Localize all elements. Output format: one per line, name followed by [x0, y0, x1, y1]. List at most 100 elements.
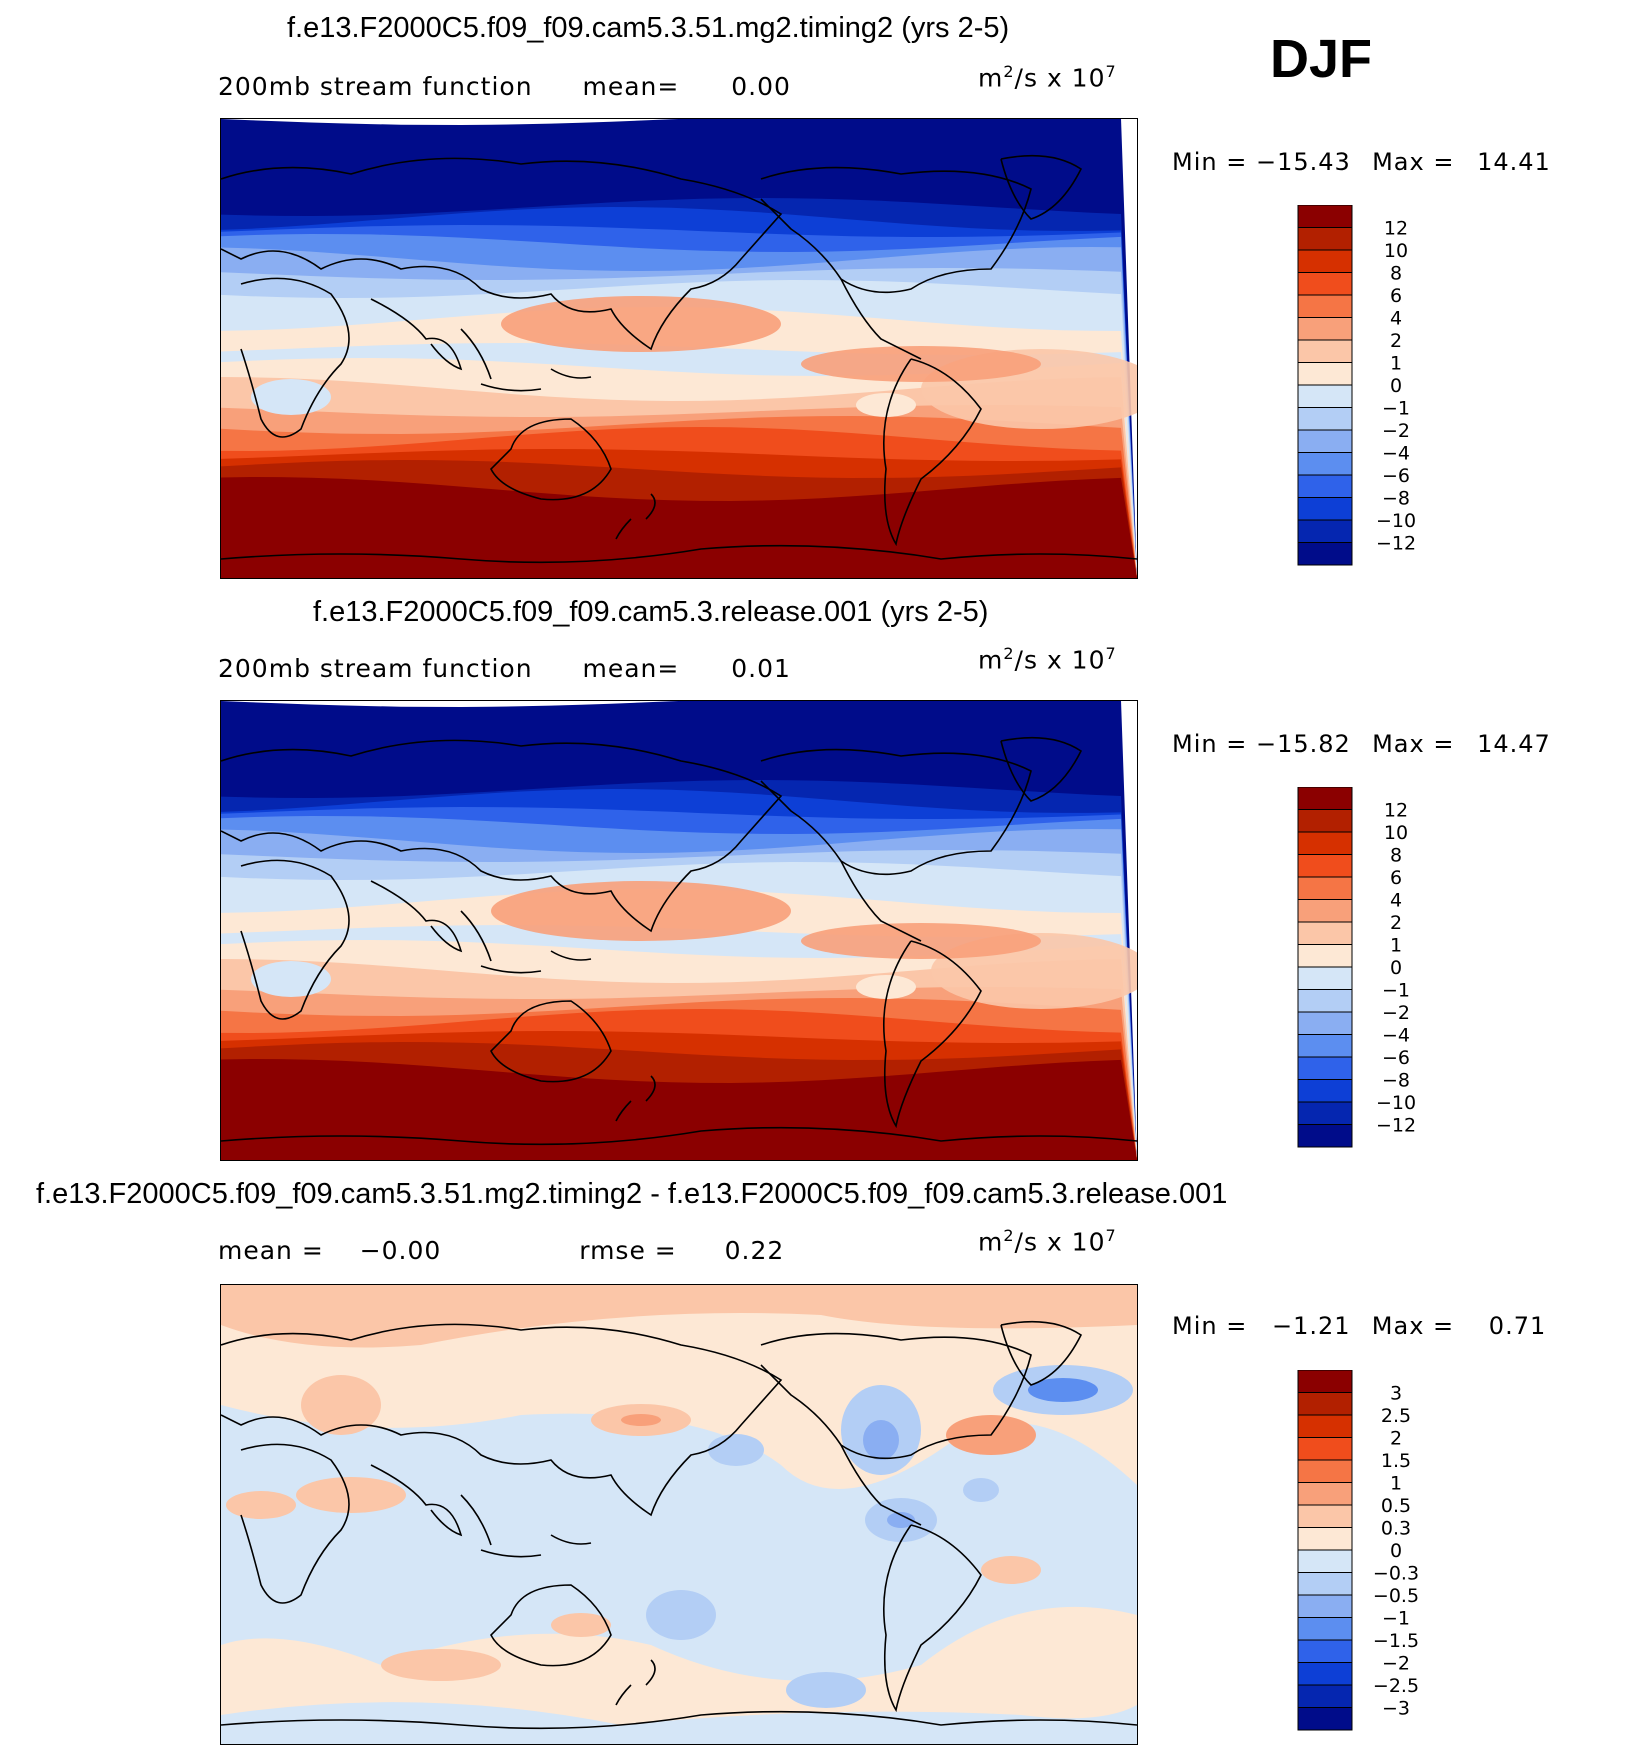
colorbar-label: −2 — [1382, 420, 1410, 442]
colorbar-box-4 — [1297, 854, 1353, 878]
colorbar-label: 2.5 — [1381, 1405, 1411, 1427]
coastline — [221, 1323, 783, 1517]
colorbar-box-16 — [1297, 1124, 1353, 1148]
coastline — [760, 748, 1032, 876]
coastline — [1000, 154, 1083, 220]
coastline — [221, 157, 783, 351]
panel3-colorbar: 32.521.510.50.30−0.3−0.5−1−1.5−2−2.5−3 — [1297, 1370, 1419, 1731]
colorbar-box-12 — [1297, 452, 1353, 476]
colorbar-box-11 — [1297, 429, 1353, 453]
panel3-rmse-value: 0.22 — [724, 1236, 785, 1265]
coastline — [221, 1126, 1137, 1146]
colorbar-box-3 — [1297, 249, 1353, 273]
colorbar-label: 1 — [1390, 1473, 1402, 1495]
coastline — [760, 166, 1032, 294]
colorbar-box-9 — [1297, 384, 1353, 408]
colorbar-box-9 — [1297, 966, 1353, 990]
contour-cell — [646, 1590, 716, 1640]
colorbar-label: 10 — [1384, 822, 1408, 844]
panel2-variable: 200mb stream function — [218, 654, 533, 683]
colorbar-box-16 — [1297, 542, 1353, 566]
colorbar-label: 2 — [1390, 1428, 1402, 1450]
colorbar-box-16 — [1297, 1707, 1353, 1731]
colorbar-label: −10 — [1376, 1092, 1416, 1114]
contour-cell — [621, 1414, 661, 1426]
colorbar-box-14 — [1297, 1662, 1353, 1686]
colorbar-box-2 — [1297, 227, 1353, 251]
colorbar-label: 8 — [1390, 263, 1402, 285]
colorbar-label: −3 — [1382, 1698, 1410, 1720]
coastline — [221, 739, 783, 933]
colorbar-box-14 — [1297, 1079, 1353, 1103]
colorbar-box-5 — [1297, 1459, 1353, 1483]
colorbar-label: −4 — [1382, 1025, 1410, 1047]
colorbar-label: 3 — [1390, 1383, 1402, 1405]
coastline — [240, 277, 350, 438]
colorbar-box-1 — [1297, 205, 1353, 228]
coastline — [490, 1000, 612, 1083]
colorbar-label: −12 — [1376, 533, 1416, 555]
contour-cell — [1028, 1378, 1098, 1402]
colorbar-label: −1 — [1382, 1608, 1410, 1630]
colorbar-label: −4 — [1382, 443, 1410, 465]
panel1-title: f.e13.F2000C5.f09_f09.cam5.3.51.mg2.timi… — [287, 12, 1010, 44]
coastline — [840, 278, 922, 360]
colorbar-label: 6 — [1390, 867, 1402, 889]
contour-cell — [226, 1491, 296, 1519]
colorbar-box-15 — [1297, 1101, 1353, 1125]
colorbar-box-10 — [1297, 1572, 1353, 1596]
colorbar-label: 0 — [1390, 957, 1402, 979]
contour-cell — [551, 1613, 611, 1637]
colorbar-label: −1 — [1382, 980, 1410, 1002]
colorbar-label: 0.3 — [1381, 1518, 1411, 1540]
panel1-min-value: −15.43 — [1255, 148, 1351, 176]
contour-positive — [221, 1285, 1137, 1348]
panel1-minmax: Min = −15.43 Max = 14.41 — [1172, 148, 1551, 176]
colorbar-box-4 — [1297, 1437, 1353, 1461]
colorbar-box-6 — [1297, 1482, 1353, 1506]
coastline — [615, 493, 656, 540]
panel1-mean-value: 0.00 — [731, 72, 791, 101]
colorbar-box-15 — [1297, 519, 1353, 543]
colorbar-box-10 — [1297, 989, 1353, 1013]
panel1-mean-label: mean= — [582, 72, 680, 101]
colorbar-box-13 — [1297, 1639, 1353, 1663]
colorbar-box-1 — [1297, 787, 1353, 810]
panel1-variable: 200mb stream function — [218, 72, 533, 101]
panel2-map-svg — [221, 701, 1137, 1160]
panel1-subtitle: 200mb stream function mean= 0.00 — [218, 72, 791, 101]
colorbar-box-7 — [1297, 339, 1353, 363]
panel2-title: f.e13.F2000C5.f09_f09.cam5.3.release.001… — [313, 596, 989, 628]
colorbar-label: 2 — [1390, 912, 1402, 934]
colorbar-label: 1 — [1390, 935, 1402, 957]
coastline — [615, 1659, 656, 1706]
colorbar-box-3 — [1297, 1414, 1353, 1438]
panel3-mean-value: −0.00 — [359, 1236, 442, 1265]
panel3-minmax: Min = −1.21 Max = 0.71 — [1172, 1312, 1547, 1340]
colorbar-label: −6 — [1382, 1047, 1410, 1069]
contour-lobe — [491, 881, 791, 941]
coastline — [460, 910, 592, 974]
colorbar-label: −2 — [1382, 1653, 1410, 1675]
colorbar-label: 1 — [1390, 353, 1402, 375]
panel2-subtitle: 200mb stream function mean= 0.01 — [218, 654, 791, 683]
colorbar-box-1 — [1297, 1370, 1353, 1393]
colorbar-label: −2.5 — [1373, 1675, 1419, 1697]
colorbar-box-3 — [1297, 831, 1353, 855]
contour-cell — [786, 1672, 866, 1708]
coastline — [883, 1524, 982, 1713]
colorbar-label: −0.3 — [1373, 1563, 1419, 1585]
coastline — [490, 1584, 612, 1667]
colorbar-box-7 — [1297, 1504, 1353, 1528]
colorbar-label: 4 — [1390, 308, 1402, 330]
coastline — [883, 940, 982, 1129]
panel3-subtitle: mean = −0.00 rmse = 0.22 — [218, 1236, 784, 1265]
colorbar-label: 1.5 — [1381, 1450, 1411, 1472]
panel3-title: f.e13.F2000C5.f09_f09.cam5.3.51.mg2.timi… — [36, 1178, 1228, 1210]
colorbar-box-6 — [1297, 899, 1353, 923]
colorbar-label: 10 — [1384, 240, 1408, 262]
colorbar-label: 0.5 — [1381, 1495, 1411, 1517]
panel3-units: m2/s x 107 — [978, 1226, 1117, 1257]
panel2-mean-label: mean= — [582, 654, 680, 683]
